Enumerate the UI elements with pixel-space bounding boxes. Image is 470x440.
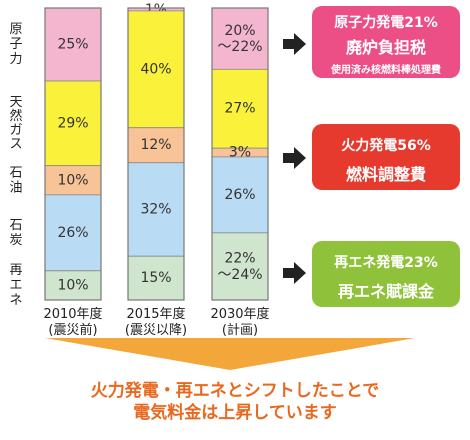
xlabel-sub-1: (震災以降) [125, 323, 187, 338]
callout-nuclear-title: 原子力発電21% [334, 15, 438, 31]
label-oil-1: 12% [140, 137, 171, 153]
x-axis-labels: 2010年度(震災前) 2015年度(震災以降) 2030年度(計画) [43, 306, 269, 338]
callout-thermal: 火力発電56% 燃料調整費 [312, 124, 460, 190]
arrow-right-icon [283, 33, 306, 55]
bar-outline-1 [127, 7, 185, 301]
bar-coal-2 [211, 156, 269, 234]
label-coal-1: 32% [140, 201, 171, 217]
label-renewable-2: 22%〜24% [217, 251, 262, 283]
label-oil-0: 10% [57, 172, 88, 188]
callout-nuclear-note: 使用済み核燃料棒処理費 [331, 65, 441, 76]
label-gas-2: 27% [224, 101, 255, 117]
bar-outline-2 [211, 7, 269, 301]
callout-renewable-title: 再エネ発電23% [334, 255, 438, 271]
xlabel-2: 2030年度 [210, 306, 269, 322]
conclusion-line-1: 火力発電・再エネとシフトしたことで [90, 381, 380, 401]
callout-renewable: 再エネ発電23% 再エネ賦課金 [312, 241, 460, 307]
label-gas-0: 29% [57, 115, 88, 131]
legend-coal: 石炭 [9, 218, 22, 248]
callout-arrows [283, 33, 306, 284]
legend-nuclear: 原子力 [9, 22, 22, 67]
bar-coal-1 [127, 162, 185, 257]
callout-nuclear-cost: 廃炉負担税 [345, 38, 426, 57]
bar-outline-0 [44, 7, 102, 301]
arrow-right-icon [283, 147, 306, 169]
label-coal-0: 26% [57, 225, 88, 241]
down-arrow-icon [45, 338, 415, 370]
conclusion-text: 火力発電・再エネとシフトしたことで 電気料金は上昇しています [0, 380, 470, 424]
arrow-right-icon [283, 262, 306, 284]
callout-thermal-title: 火力発電56% [341, 138, 431, 154]
stacked-bars: 25%29%10%26%10%1%40%12%32%15%20%〜22%27%3… [44, 2, 269, 301]
xlabel-sub-0: (震災前) [48, 322, 97, 338]
label-nuclear-0: 25% [57, 37, 88, 53]
label-renewable-0: 10% [57, 277, 88, 293]
bar-oil-1 [127, 127, 185, 164]
legend-gas: 天然ガス [9, 95, 22, 152]
bar-renewable-1 [127, 255, 185, 301]
label-coal-2: 26% [224, 187, 255, 203]
bar-renewable-2 [211, 232, 269, 301]
callout-thermal-cost: 燃料調整費 [345, 165, 426, 184]
label-renewable-1: 15% [140, 270, 171, 286]
callout-renewable-cost: 再エネ賦課金 [337, 282, 434, 301]
xlabel-0: 2010年度 [43, 306, 102, 322]
legend-renewable: 再エネ [9, 263, 22, 308]
label-nuclear-2: 20%〜22% [217, 23, 262, 55]
conclusion-line-2: 電気料金は上昇しています [133, 403, 337, 423]
xlabel-1: 2015年度 [126, 306, 185, 322]
legend-oil: 石油 [9, 165, 22, 195]
label-gas-1: 40% [140, 61, 171, 77]
bar-nuclear-0 [44, 7, 102, 82]
callout-nuclear: 原子力発電21% 廃炉負担税 使用済み核燃料棒処理費 [312, 6, 460, 78]
xlabel-sub-2: (計画) [222, 322, 258, 338]
